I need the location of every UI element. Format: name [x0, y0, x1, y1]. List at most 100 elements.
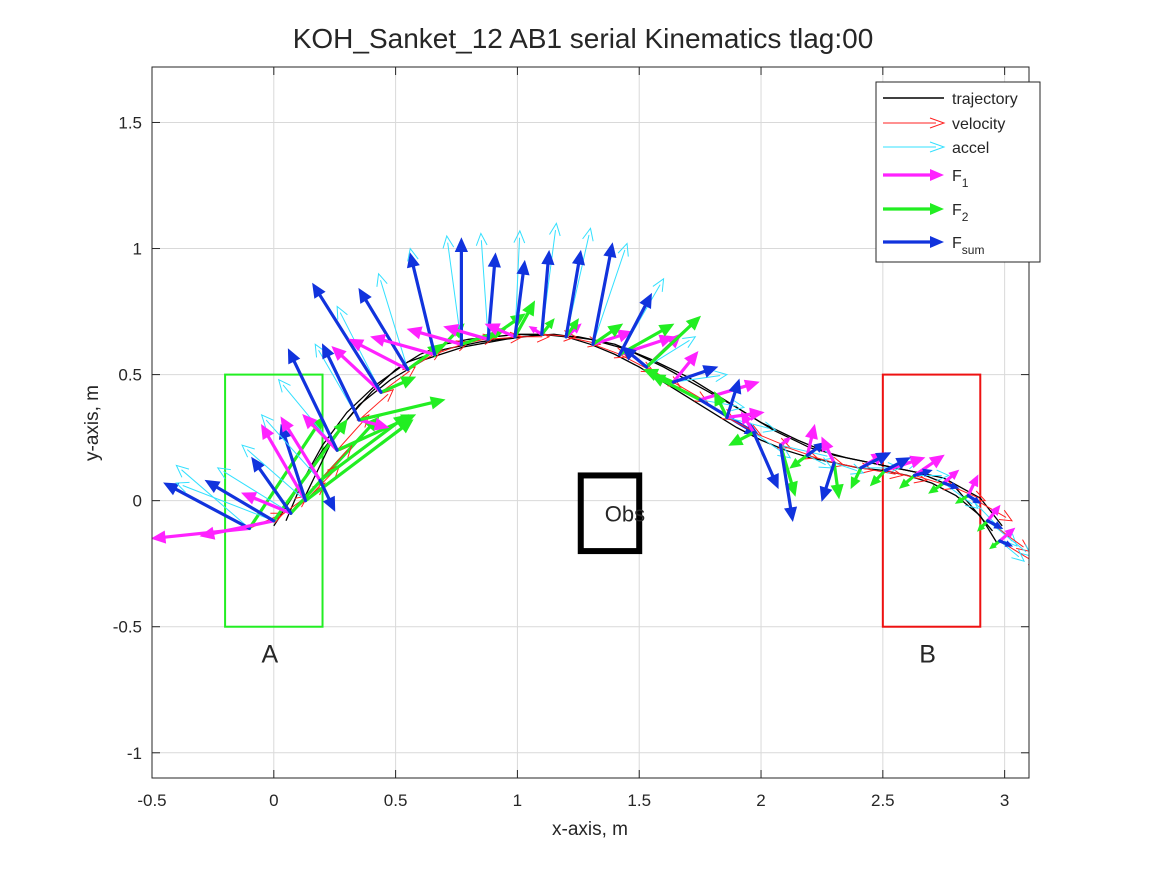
f1-arrow [370, 334, 437, 357]
f2-arrow [954, 494, 970, 504]
f1-arrow [698, 379, 760, 402]
legend-arrow-head [930, 203, 944, 215]
f1-arrow [443, 324, 490, 341]
trajectory-line [273, 333, 998, 544]
f1-arrow-head [617, 329, 634, 343]
f1-arrow [241, 492, 293, 515]
fsum-arrow-head [922, 468, 933, 478]
legend-item-0: trajectory [883, 91, 1018, 108]
f1-arrow-shaft [698, 382, 753, 402]
f1-arrow [357, 417, 390, 431]
y-tick-label: -0.5 [113, 618, 142, 637]
f2-arrow-head [685, 315, 702, 331]
f1-arrow-head [821, 436, 834, 453]
fsum-arrow [358, 287, 410, 372]
velocity-arrow-head [694, 391, 709, 403]
f2-arrow-head [928, 484, 939, 494]
f2-arrow [379, 376, 417, 394]
x-tick-label: 0.5 [384, 791, 408, 810]
f2-arrow [869, 468, 887, 487]
chart-title: KOH_Sanket_12 AB1 serial Kinematics tlag… [293, 23, 874, 54]
legend-arrow-head [929, 117, 946, 129]
fsum-arrow-shaft [671, 367, 712, 384]
accel-arrow-shaft [592, 249, 626, 345]
f1-arrow-head [373, 417, 390, 431]
accel-arrow [833, 462, 865, 475]
fsum-arrow [312, 282, 383, 394]
f1-arrow-head [302, 414, 318, 430]
f1-arrow-shaft [354, 341, 410, 372]
velocity-arrow-head [998, 509, 1014, 522]
accel-arrow-shaft [806, 454, 826, 466]
velocity-arrow-shaft [672, 381, 702, 400]
fsum-arrow-shaft [564, 257, 582, 339]
axes-box [151, 66, 1030, 779]
legend-label: trajectory [952, 91, 1018, 108]
fsum-arrow [859, 452, 892, 470]
accel-arrow-head [1011, 549, 1026, 562]
region-B-label: B [919, 641, 936, 669]
fsum-arrow [985, 519, 1004, 529]
legend-item-2: accel [883, 140, 989, 157]
velocity-arrow-shaft [592, 343, 621, 355]
obstacle-box [577, 472, 643, 555]
fsum-arrow-head [621, 346, 637, 361]
f1-arrow-shaft [206, 519, 276, 536]
legend-item-1: velocity [883, 116, 1005, 133]
f2-arrow [357, 396, 446, 422]
fsum-arrow-head [571, 249, 586, 266]
f2-arrow-head [400, 414, 417, 427]
accel-arrow-shaft [833, 462, 858, 472]
f2-arrow-head [789, 457, 802, 469]
legend-label-subscript: sum [962, 243, 985, 257]
vector-layer [152, 222, 1029, 566]
fsum-arrow [591, 242, 617, 346]
f2-arrow-head [333, 418, 348, 435]
f1-arrow-shaft [413, 329, 463, 346]
fsum-arrow-shaft [618, 299, 650, 357]
fsum-arrow [912, 468, 933, 478]
accel-arrow-shaft [480, 240, 489, 340]
region-A-label: A [261, 641, 278, 669]
fsum-arrow-head [516, 259, 530, 276]
fsum-arrow-head [358, 287, 372, 304]
accel-arrow-shaft [182, 485, 275, 522]
accel-arrow-shaft [780, 444, 828, 457]
accel-arrow [216, 467, 292, 514]
fsum-arrow [540, 249, 555, 336]
y-axis-label: y-axis, m [82, 385, 103, 461]
f2-arrow-shaft [357, 400, 439, 422]
f1-arrow [998, 527, 1016, 543]
x-axis-label: x-axis, m [552, 819, 628, 840]
velocity-arrow [358, 388, 395, 421]
f2-arrow-shaft [656, 376, 702, 402]
fsum-arrow [725, 378, 742, 420]
f1-arrow-head [484, 323, 501, 336]
fsum-arrow-head [766, 473, 779, 490]
fsum-arrow-shaft [591, 249, 613, 346]
f2-arrow [850, 466, 863, 490]
fsum-arrow-shaft [254, 462, 293, 515]
f2-arrow [830, 461, 844, 500]
accel-arrow-shaft [181, 469, 250, 529]
legend-item-4: F2 [883, 202, 969, 224]
accel-arrow-shaft [247, 449, 306, 502]
accel-arrow-head [376, 272, 388, 287]
fsum-arrow-head [972, 496, 982, 504]
accel-arrow-head [731, 399, 746, 412]
accel-arrow-head [617, 242, 629, 257]
f2-arrow-head [568, 318, 580, 331]
f1-arrow [821, 436, 836, 465]
f2-arrow-head [954, 496, 964, 504]
region-labels: A B Obs [261, 501, 935, 668]
velocity-arrow-shaft [487, 336, 516, 340]
fsum-arrow-head [895, 457, 911, 470]
f1-arrow-head [948, 469, 960, 480]
x-tick-label: 1.5 [627, 791, 651, 810]
f2-arrow-head [830, 483, 844, 500]
f1-arrow-head [280, 416, 294, 433]
fsum-arrow-shaft [778, 443, 794, 515]
fsum-arrow-head [728, 378, 742, 395]
accel-arrow [592, 242, 629, 345]
